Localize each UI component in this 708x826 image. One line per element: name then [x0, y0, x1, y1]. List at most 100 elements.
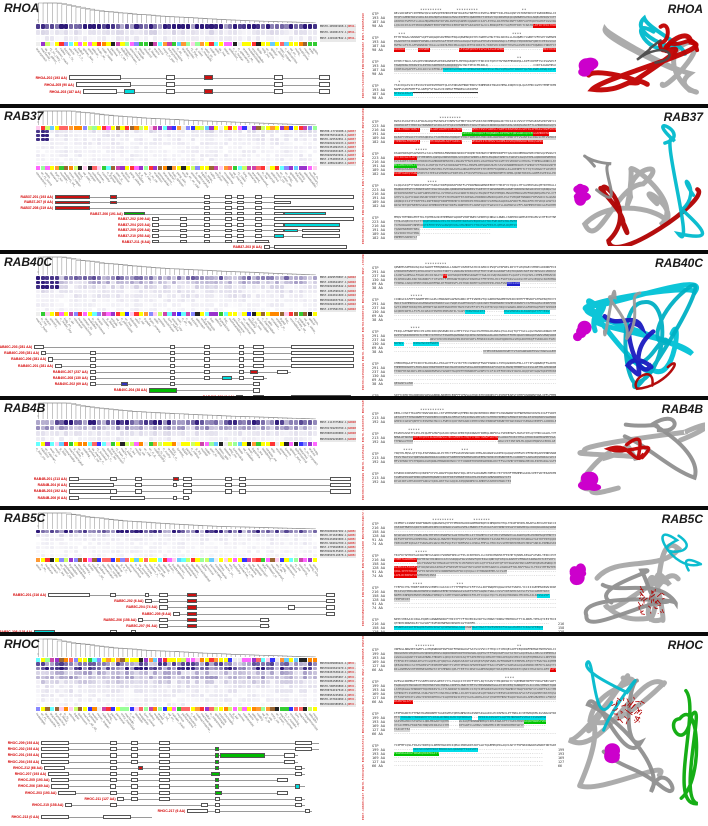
heatmap-cell — [139, 150, 144, 154]
heatmap-row-label: ENST-1245407842.1|RHOA-203 (187 AA) — [320, 36, 356, 42]
annotation-cell — [45, 126, 50, 130]
alignment-row: GTP YNQYHLMQVLQTIYQLESPVNNGLWLPCTHCTPFVGK… — [372, 452, 568, 456]
heatmap-cell — [186, 303, 191, 307]
heatmap-cell — [312, 684, 317, 689]
heatmap-cell — [101, 530, 106, 534]
heatmap-cell — [293, 666, 298, 671]
heatmap-cell — [115, 298, 120, 303]
heatmap-cell — [45, 307, 50, 312]
heatmap-cell — [92, 666, 97, 671]
heatmap-cell — [265, 150, 270, 154]
annotation-cell — [209, 707, 214, 711]
heatmap-row — [36, 36, 320, 42]
heatmap-cell — [251, 285, 256, 289]
heatmap-cell — [190, 154, 195, 158]
heatmap-cell — [101, 693, 106, 698]
sequence-segment: LQSCDIDYACPTPDKDQEWNPTEPKFPRMTKIIEHKFRRT… — [394, 24, 534, 28]
heatmap-cell — [293, 285, 298, 289]
annotation-cell — [87, 658, 92, 662]
annotation-cell — [293, 442, 299, 446]
heatmap-cell — [209, 30, 214, 36]
conservation-stars: ***** — [396, 550, 428, 554]
exon-box — [47, 771, 69, 777]
heatmap-cell — [190, 666, 195, 671]
heatmap-cell — [68, 534, 73, 538]
alignment-row: 193 AA LSTEQKAGGTPNKNPFHQCMDKKVYLCYYLNRRS… — [372, 688, 568, 692]
exon-box — [51, 778, 69, 783]
annotation-cell — [312, 442, 317, 446]
annotation-cell — [265, 42, 270, 46]
transcript-label: RHOC-213 (0 AA) — [11, 815, 40, 820]
alignment-row: GTP VIPMRTLSSNNTIRWFNNGMCQQNANPAQYFPYPMDR… — [372, 522, 568, 526]
transcript-label: RAB5C-207 (91 AA) — [126, 624, 158, 629]
heatmap-cell — [176, 538, 181, 542]
heatmap-cell — [153, 142, 158, 146]
heatmap-cell — [148, 285, 153, 289]
heatmap-cell — [242, 546, 247, 550]
heatmap-cell — [148, 158, 153, 162]
heatmap-cell — [186, 550, 191, 554]
exon-box — [329, 477, 351, 482]
heatmap-cell — [256, 276, 261, 280]
heatmap-cell — [162, 689, 167, 693]
heatmap-cell — [190, 24, 195, 30]
heatmap-cell — [204, 134, 209, 138]
panel-separator — [0, 506, 708, 510]
alignment-row: 216 AA KVGIARFAYQGCRCPRDDCEGAMRRWENHVKHIL… — [372, 160, 568, 164]
heatmap-cell — [162, 420, 167, 425]
heatmap-cell — [101, 24, 106, 30]
heatmap-cell — [40, 158, 45, 162]
exon-box — [131, 796, 139, 801]
annotation-cell — [209, 442, 214, 446]
heatmap-cell — [214, 30, 219, 36]
exon-box — [110, 765, 118, 770]
heatmap-cell — [82, 693, 87, 698]
exon-box — [237, 217, 245, 221]
heatmap-cell — [176, 546, 181, 550]
heatmap-cell — [218, 684, 223, 689]
heatmap-cell — [68, 684, 73, 689]
heatmap-cell — [78, 662, 83, 666]
annotation-cell — [190, 707, 195, 711]
heatmap-cell — [153, 138, 158, 142]
heatmap-cell — [312, 285, 317, 289]
exon-box — [40, 741, 69, 746]
heatmap-cell — [92, 162, 97, 166]
heatmap-cell — [125, 671, 130, 675]
sequence-segment: ------------------------------------ — [413, 92, 479, 95]
heatmap-cell — [82, 294, 87, 298]
heatmap-cell — [92, 150, 97, 154]
heatmap-cell — [303, 303, 308, 307]
annotation-cell — [162, 658, 167, 662]
heatmap-cell — [36, 550, 41, 554]
alignment-row-label: 189 AA — [372, 232, 385, 236]
heatmap-cell — [45, 146, 50, 150]
heatmap-cell — [50, 550, 55, 554]
heatmap-cell — [275, 542, 280, 546]
heatmap-cell — [167, 134, 172, 138]
heatmap-cell — [134, 530, 139, 534]
heatmap-cell — [92, 662, 97, 666]
annotation-cell — [228, 166, 233, 170]
heatmap-row-label: ENST-1002624457.1|RAB40C-205 (281 AA) — [320, 281, 356, 286]
heatmap-cell — [78, 146, 83, 150]
heatmap-cell — [125, 436, 130, 442]
heatmap-cell — [153, 162, 158, 166]
alignment-row: 192 AA GMPICIGKSFQKMYYCEDVPNCHSCCLFWEVIQC… — [372, 420, 568, 424]
heatmap-cell — [54, 134, 59, 138]
heatmap-cell — [200, 425, 205, 431]
heatmap-cell — [148, 671, 153, 675]
transcript-id-text: ENST01434693000.1| — [320, 538, 349, 541]
sequence-segment: LWVAGAAQGNTYISWGDHWNLTMDWPCLQKQCKCVRVIAQ… — [394, 656, 556, 660]
panel-separator — [0, 396, 708, 400]
heatmap-cell — [176, 680, 181, 684]
heatmap-cell — [237, 307, 242, 312]
heatmap-cell — [153, 554, 158, 558]
heatmap-cell — [68, 276, 73, 280]
heatmap-cell — [68, 542, 73, 546]
annotation-cell — [148, 442, 153, 446]
heatmap-cell — [228, 693, 233, 698]
heatmap-cell — [96, 303, 102, 307]
sequence-segment: DPYGWFCLGHNVLYWNVPMCIPKYDWHCKMRYGKYY — [458, 724, 524, 728]
exon-box — [204, 357, 210, 362]
